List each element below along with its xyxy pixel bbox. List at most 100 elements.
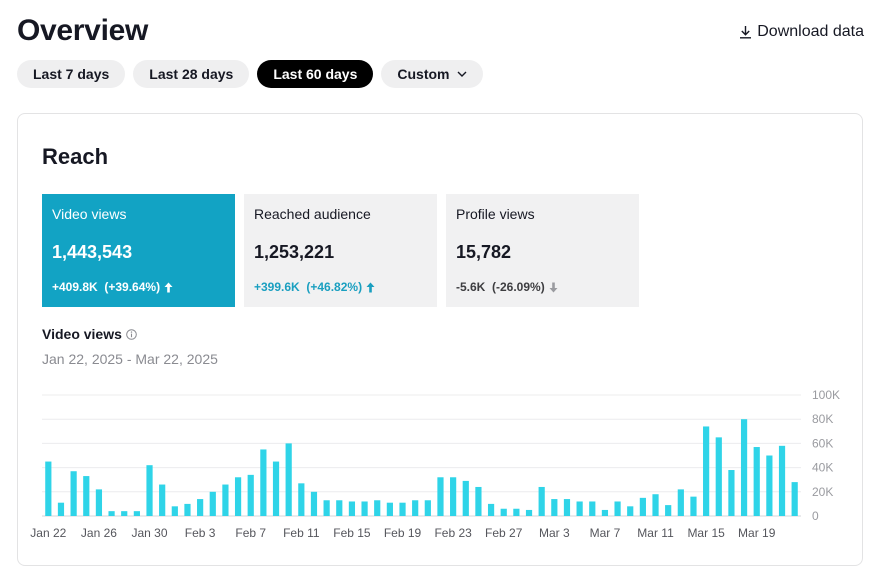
bar[interactable] bbox=[589, 501, 596, 516]
bar[interactable] bbox=[412, 500, 419, 516]
video-views-bar-chart: 0 20K 40K 60K 80K 100K Jan 22 Jan 26 Jan 30 Feb 3… bbox=[30, 388, 840, 540]
bar[interactable] bbox=[715, 437, 722, 516]
bar[interactable] bbox=[728, 470, 735, 516]
range-last-7-days[interactable]: Last 7 days bbox=[17, 60, 126, 88]
bar[interactable] bbox=[209, 491, 216, 516]
bar[interactable] bbox=[665, 505, 672, 516]
range-label: Custom bbox=[397, 66, 450, 82]
y-tick-label: 80K bbox=[812, 412, 833, 426]
bar[interactable] bbox=[298, 483, 305, 516]
x-tick-label: Feb 11 bbox=[283, 526, 320, 540]
metric-profile-views[interactable]: Profile views 15,782 -5.6K (-26.09%) bbox=[446, 194, 639, 307]
metric-video-views[interactable]: Video views 1,443,543 +409.8K (+39.64%) bbox=[42, 194, 235, 307]
bar[interactable] bbox=[424, 500, 431, 516]
bar[interactable] bbox=[272, 461, 280, 516]
bar[interactable] bbox=[133, 511, 140, 516]
bar[interactable] bbox=[576, 501, 583, 516]
bar[interactable] bbox=[57, 502, 65, 516]
bar[interactable] bbox=[45, 461, 52, 516]
bar[interactable] bbox=[323, 500, 330, 516]
metric-delta-text: +409.8K (+39.64%) bbox=[52, 280, 161, 294]
bar[interactable] bbox=[108, 511, 115, 516]
bar[interactable] bbox=[791, 482, 798, 516]
bar[interactable] bbox=[475, 486, 482, 516]
x-tick-label: Mar 3 bbox=[539, 526, 570, 540]
bar[interactable] bbox=[753, 447, 760, 516]
y-tick-label: 20K bbox=[812, 485, 833, 499]
bar[interactable] bbox=[146, 465, 153, 516]
bar[interactable] bbox=[361, 501, 368, 516]
bar[interactable] bbox=[614, 501, 621, 516]
bar[interactable] bbox=[450, 477, 457, 516]
page-title: Overview bbox=[17, 14, 149, 47]
bar[interactable] bbox=[399, 502, 406, 516]
bar[interactable] bbox=[740, 419, 748, 516]
metric-value: 15,782 bbox=[456, 242, 512, 262]
y-tick-label: 100K bbox=[812, 388, 840, 402]
chart-title: Video views bbox=[42, 326, 137, 342]
x-tick-label: Feb 27 bbox=[485, 526, 523, 540]
x-tick-label: Jan 22 bbox=[30, 526, 66, 540]
bar[interactable] bbox=[538, 486, 545, 516]
range-last-28-days[interactable]: Last 28 days bbox=[133, 60, 250, 88]
bar[interactable] bbox=[487, 503, 495, 516]
bar[interactable] bbox=[336, 500, 343, 516]
bar[interactable] bbox=[70, 471, 77, 516]
bar[interactable] bbox=[690, 496, 697, 516]
range-custom-dropdown[interactable]: Custom bbox=[381, 60, 483, 88]
x-tick-label: Feb 23 bbox=[434, 526, 472, 540]
bar[interactable] bbox=[513, 508, 520, 516]
x-tick-label: Feb 7 bbox=[235, 526, 266, 540]
bar[interactable] bbox=[184, 503, 191, 516]
bar[interactable] bbox=[639, 497, 646, 516]
bar[interactable] bbox=[677, 489, 684, 516]
metric-reached-audience[interactable]: Reached audience 1,253,221 +399.6K (+46.… bbox=[244, 194, 437, 307]
bar[interactable] bbox=[374, 500, 381, 516]
bar[interactable] bbox=[652, 494, 659, 516]
bar[interactable] bbox=[197, 499, 204, 516]
chart-date-range: Jan 22, 2025 - Mar 22, 2025 bbox=[42, 351, 218, 367]
download-data-label: Download data bbox=[757, 23, 864, 40]
arrow-up-icon bbox=[164, 282, 173, 292]
metric-delta: +409.8K (+39.64%) bbox=[52, 280, 225, 294]
download-data-button[interactable]: Download data bbox=[739, 23, 864, 41]
bar[interactable] bbox=[551, 499, 558, 516]
bar[interactable] bbox=[83, 476, 90, 516]
bar[interactable] bbox=[95, 489, 103, 516]
bar[interactable] bbox=[285, 443, 292, 516]
range-last-60-days[interactable]: Last 60 days bbox=[257, 60, 374, 88]
x-tick-label: Jan 26 bbox=[81, 526, 117, 540]
metric-label: Reached audience bbox=[254, 206, 371, 222]
bar[interactable] bbox=[703, 426, 710, 516]
bar[interactable] bbox=[159, 484, 166, 516]
bar[interactable] bbox=[462, 480, 469, 516]
x-tick-label: Mar 19 bbox=[738, 526, 776, 540]
range-label: Last 7 days bbox=[33, 66, 110, 82]
bar[interactable] bbox=[222, 484, 229, 516]
metric-value: 1,443,543 bbox=[52, 242, 133, 262]
metric-delta-text: -5.6K (-26.09%) bbox=[456, 280, 545, 294]
bar[interactable] bbox=[525, 509, 533, 516]
bar[interactable] bbox=[778, 445, 786, 516]
bar[interactable] bbox=[766, 455, 773, 517]
bar[interactable] bbox=[601, 509, 609, 516]
bar[interactable] bbox=[386, 502, 393, 516]
bar[interactable] bbox=[260, 449, 267, 516]
bar[interactable] bbox=[247, 474, 254, 516]
bar[interactable] bbox=[121, 511, 128, 516]
bar[interactable] bbox=[171, 506, 178, 516]
bar[interactable] bbox=[437, 477, 444, 516]
chevron-down-icon bbox=[457, 71, 467, 77]
bar[interactable] bbox=[348, 501, 356, 516]
bar[interactable] bbox=[563, 499, 571, 516]
bar[interactable] bbox=[310, 491, 318, 516]
x-tick-label: Jan 30 bbox=[132, 526, 168, 540]
bar[interactable] bbox=[500, 508, 507, 516]
reach-title: Reach bbox=[42, 144, 109, 169]
bar[interactable] bbox=[627, 506, 634, 516]
download-icon bbox=[740, 26, 752, 39]
metric-delta: +399.6K (+46.82%) bbox=[254, 280, 427, 294]
bar[interactable] bbox=[234, 477, 242, 516]
y-tick-label: 40K bbox=[812, 461, 833, 475]
info-icon[interactable] bbox=[126, 328, 137, 340]
